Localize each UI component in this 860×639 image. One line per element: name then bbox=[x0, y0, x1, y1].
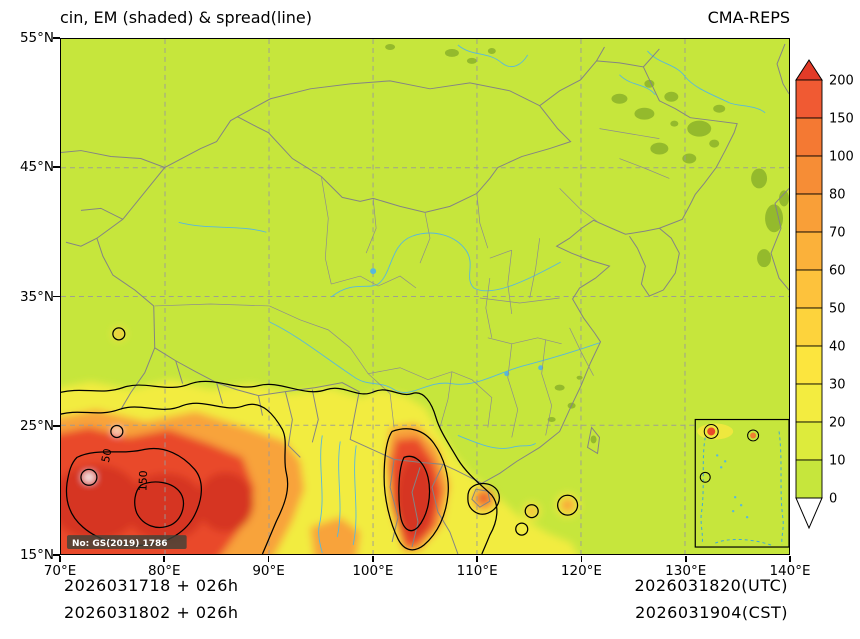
colorbar-label: 20 bbox=[829, 416, 846, 431]
lat-tick-mark bbox=[53, 554, 60, 556]
colorbar-label: 10 bbox=[829, 454, 846, 469]
lon-tick-mark bbox=[267, 556, 270, 562]
lon-tick-mark bbox=[684, 556, 687, 562]
inset-islands bbox=[716, 454, 749, 519]
lon-tick-mark bbox=[580, 556, 583, 562]
lon-tick-label: 100°E bbox=[352, 563, 394, 579]
lat-tick-label: 45°N bbox=[19, 159, 54, 176]
lon-tick-mark bbox=[789, 556, 791, 562]
contour-label-150: 150 bbox=[136, 470, 150, 491]
colorbar: 200 150 100 80 70 60 50 40 30 20 10 0 bbox=[794, 58, 860, 568]
contour-label-50: 50 bbox=[99, 447, 115, 463]
license-watermark-text: No: GS(2019) 1786 bbox=[72, 539, 168, 549]
lon-tick-mark bbox=[59, 556, 61, 562]
colorbar-label: 50 bbox=[829, 302, 846, 317]
lat-tick-mark bbox=[53, 295, 60, 298]
valid-time-utc: 2026031820(UTC) bbox=[634, 576, 788, 595]
lon-tick-label: 110°E bbox=[456, 563, 498, 579]
lon-tick-label: 70°E bbox=[43, 563, 77, 579]
colorbar-under-arrow bbox=[795, 497, 823, 530]
colorbar-over-arrow bbox=[795, 59, 823, 81]
figure-title: cin, EM (shaded) & spread(line) bbox=[60, 8, 313, 27]
colorbar-segment bbox=[795, 155, 823, 195]
colorbar-label: 40 bbox=[829, 340, 846, 355]
colorbar-segment bbox=[795, 79, 823, 119]
lon-tick-mark bbox=[476, 556, 478, 562]
graticule bbox=[61, 39, 789, 554]
lat-tick-mark bbox=[53, 166, 60, 169]
lon-tick-label: 90°E bbox=[252, 563, 285, 579]
colorbar-segment bbox=[795, 307, 823, 347]
colorbar-label: 0 bbox=[829, 492, 837, 507]
spread-contours bbox=[61, 327, 579, 554]
lon-tick-label: 80°E bbox=[148, 563, 181, 579]
colorbar-segment bbox=[795, 383, 823, 423]
lon-tick-mark bbox=[163, 556, 166, 562]
colorbar-label: 200 bbox=[829, 74, 854, 89]
map-canvas: 50 150 No: GS(2019) 1786 bbox=[61, 39, 789, 554]
lon-tick-label: 130°E bbox=[665, 563, 707, 579]
low-value-patches bbox=[385, 43, 789, 545]
colorbar-label: 150 bbox=[829, 112, 854, 127]
colorbar-segment bbox=[795, 269, 823, 309]
contour-labels: 50 150 bbox=[99, 447, 150, 491]
colorbar-segment bbox=[795, 231, 823, 271]
colorbar-label: 70 bbox=[829, 226, 846, 241]
colorbar-segment bbox=[795, 459, 823, 499]
colorbar-segment bbox=[795, 193, 823, 233]
colorbar-segment bbox=[795, 345, 823, 385]
lat-tick-label: 55°N bbox=[19, 30, 54, 46]
colorbar-label: 100 bbox=[829, 150, 854, 165]
south-china-sea-inset bbox=[694, 418, 789, 548]
lat-tick-label: 25°N bbox=[19, 417, 54, 434]
lat-tick-label: 15°N bbox=[19, 547, 54, 563]
lon-tick-label: 120°E bbox=[560, 563, 602, 579]
map-plot-area: 50 150 No: GS(2019) 1786 bbox=[60, 38, 790, 555]
cin-shaded-field bbox=[61, 326, 580, 554]
lon-tick-label: 140°E bbox=[769, 563, 811, 579]
colorbar-segment bbox=[795, 421, 823, 461]
valid-time-cst: 2026031904(CST) bbox=[635, 603, 788, 622]
lat-tick-mark bbox=[53, 37, 60, 39]
lon-tick-mark bbox=[372, 556, 374, 562]
init-time-utc: 2026031718 + 026h bbox=[64, 576, 239, 595]
model-name: CMA-REPS bbox=[707, 8, 790, 27]
colorbar-label: 80 bbox=[829, 188, 846, 203]
colorbar-label: 60 bbox=[829, 264, 846, 279]
lat-tick-label: 35°N bbox=[19, 288, 54, 305]
license-watermark: No: GS(2019) 1786 bbox=[66, 535, 187, 549]
lat-tick-mark bbox=[53, 424, 60, 427]
inset-dashed-boundary bbox=[700, 431, 784, 546]
colorbar-label: 30 bbox=[829, 378, 846, 393]
init-time-cst: 2026031802 + 026h bbox=[64, 603, 239, 622]
colorbar-segment bbox=[795, 117, 823, 157]
province-borders bbox=[154, 128, 670, 438]
